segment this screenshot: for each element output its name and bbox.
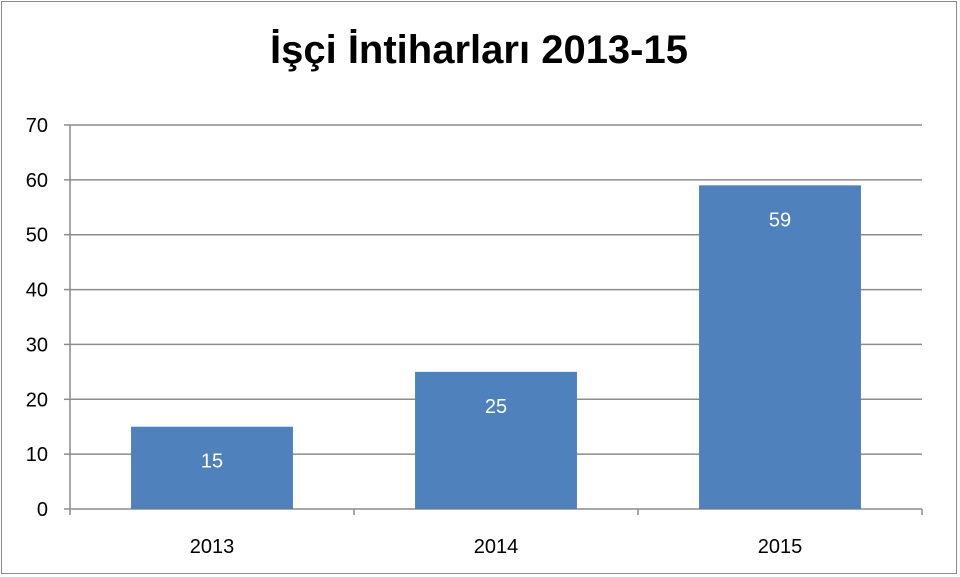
y-tick-label: 30 — [26, 334, 48, 356]
data-label-2014: 25 — [485, 396, 507, 418]
y-tick-label: 10 — [26, 444, 48, 466]
y-tick-label: 50 — [26, 225, 48, 247]
data-label-2013: 15 — [201, 451, 223, 473]
y-tick-label: 40 — [26, 280, 48, 302]
bar-2015 — [699, 185, 861, 509]
y-tick-label: 60 — [26, 170, 48, 192]
y-tick-label: 70 — [26, 115, 48, 137]
x-tick-label-2013: 2013 — [190, 536, 235, 558]
x-tick-label-2014: 2014 — [474, 536, 519, 558]
y-tick-label: 0 — [37, 499, 48, 521]
bar-2014 — [415, 372, 577, 509]
bars — [131, 185, 861, 509]
y-tick-label: 20 — [26, 389, 48, 411]
data-label-2015: 59 — [769, 209, 791, 231]
x-tick-label-2015: 2015 — [758, 536, 803, 558]
